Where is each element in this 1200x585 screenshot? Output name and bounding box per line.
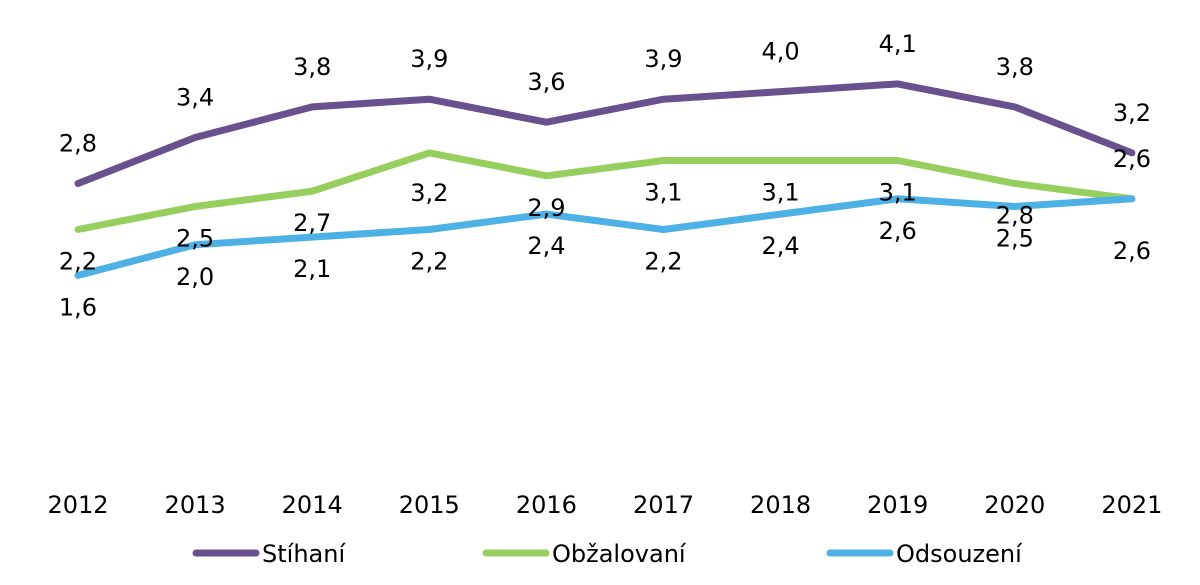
series-lines	[74, 80, 1136, 279]
data-label: 2,6	[1113, 237, 1151, 265]
data-label: 3,1	[644, 179, 682, 207]
data-label: 3,9	[410, 45, 448, 73]
data-label: 2,7	[293, 209, 331, 237]
data-label: 2,4	[762, 232, 800, 260]
data-label: 3,6	[527, 68, 565, 96]
series-line-2	[74, 149, 1136, 233]
series-line-3	[74, 195, 1136, 279]
x-tick-label: 2015	[399, 491, 460, 519]
data-label: 1,6	[59, 293, 97, 321]
x-tick-label: 2018	[750, 491, 811, 519]
data-label: 2,2	[59, 248, 97, 276]
data-label: 3,2	[1113, 99, 1151, 127]
data-label: 3,8	[996, 53, 1034, 81]
x-tick-label: 2019	[867, 491, 928, 519]
x-tick-label: 2014	[282, 491, 343, 519]
data-label: 4,1	[879, 30, 917, 58]
series-line-1	[74, 80, 1136, 187]
data-label: 3,1	[879, 179, 917, 207]
data-label: 3,2	[410, 179, 448, 207]
data-label: 2,5	[176, 225, 214, 253]
x-axis-ticks: 2012 2013 2014 2015 2016 2017 2018 2019 2020 2021	[47, 491, 1162, 519]
data-label: 3,1	[762, 179, 800, 207]
data-label: 2,6	[1113, 145, 1151, 173]
data-label: 2,8	[59, 130, 97, 158]
legend-label: Stíhaní	[262, 540, 346, 568]
x-tick-label: 2016	[516, 491, 577, 519]
data-label: 2,6	[879, 217, 917, 245]
x-tick-label: 2013	[165, 491, 226, 519]
data-label: 2,2	[644, 248, 682, 276]
data-label: 2,8	[996, 202, 1034, 230]
data-label: 3,8	[293, 53, 331, 81]
data-labels: 2,8 3,4 3,8 3,9 3,6 3,9 4,0 4,1 3,8 3,2 2,2 2,5 2,7 3…	[59, 30, 1151, 321]
legend-label: Obžalovaní	[552, 540, 687, 568]
x-tick-label: 2017	[633, 491, 694, 519]
x-tick-label: 2020	[984, 491, 1045, 519]
data-label: 3,4	[176, 84, 214, 112]
legend-label: Odsouzení	[896, 540, 1023, 568]
data-label: 2,0	[176, 263, 214, 291]
legend: Stíhaní Obžalovaní Odsouzení	[192, 540, 1023, 568]
x-tick-label: 2021	[1101, 491, 1162, 519]
data-label: 2,2	[410, 248, 448, 276]
data-label: 4,0	[762, 38, 800, 66]
data-label: 2,5	[996, 225, 1034, 253]
data-label: 3,9	[644, 45, 682, 73]
data-label: 2,9	[527, 194, 565, 222]
data-label: 2,4	[527, 232, 565, 260]
x-tick-label: 2012	[47, 491, 108, 519]
data-label: 2,1	[293, 255, 331, 283]
